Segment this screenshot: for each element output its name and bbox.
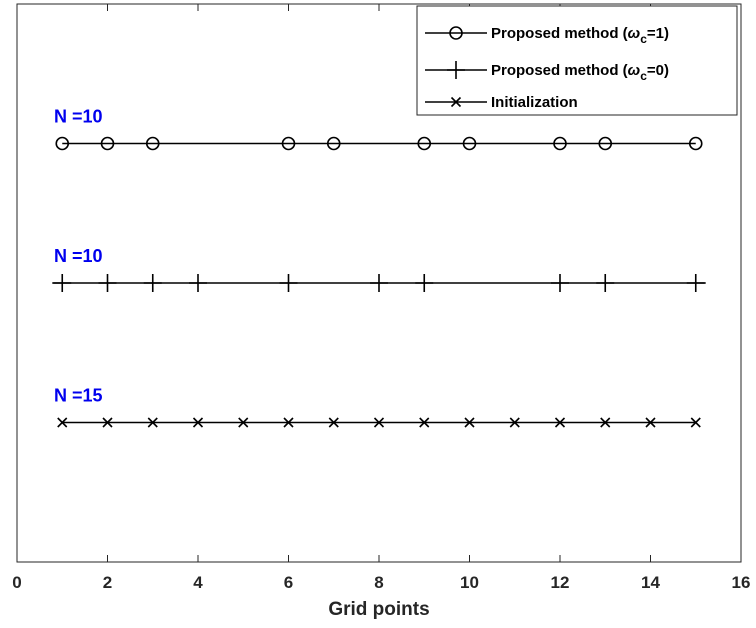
data-point — [509, 417, 520, 428]
data-point — [462, 136, 477, 151]
x-axis-label: Grid points — [328, 599, 429, 620]
data-point — [690, 417, 701, 428]
x-tick-label: 16 — [732, 573, 751, 592]
x-axis: 0 2 4 6 8 10 12 14 16 — [12, 4, 750, 592]
data-point — [145, 136, 160, 151]
data-point — [326, 136, 341, 151]
x-tick-label: 14 — [641, 573, 660, 592]
data-point — [102, 417, 113, 428]
data-point — [147, 417, 158, 428]
data-point — [373, 417, 385, 428]
legend: Proposed method (ωc=1) Proposed method (ω… — [416, 5, 738, 116]
data-point — [98, 274, 117, 292]
data-point — [328, 417, 339, 428]
legend-marker — [449, 26, 463, 40]
x-tick-label: 2 — [103, 573, 112, 592]
data-point — [279, 274, 298, 292]
data-point — [55, 136, 70, 151]
n-label: N =15 — [54, 386, 103, 406]
legend-entry-x: Initialization — [425, 94, 578, 111]
data-point — [57, 417, 68, 428]
legend-marker — [447, 61, 465, 79]
data-point — [370, 274, 388, 292]
data-point — [464, 417, 475, 428]
legend-entry-circle: Proposed method (ωc=1) — [425, 25, 669, 46]
x-tick-label: 4 — [193, 573, 203, 592]
legend-entry-plus: Proposed method (ωc=0) — [425, 61, 669, 83]
data-point — [281, 136, 296, 151]
data-point — [551, 274, 569, 292]
data-point — [189, 274, 207, 292]
data-point — [100, 136, 115, 151]
data-point — [688, 136, 703, 151]
data-point — [554, 417, 566, 428]
data-point — [192, 417, 204, 428]
x-tick-label: 8 — [374, 573, 383, 592]
x-tick-label: 6 — [284, 573, 293, 592]
legend-label: Proposed method (ωc=0) — [491, 62, 669, 83]
x-tick-label: 10 — [460, 573, 479, 592]
data-point — [143, 274, 162, 292]
data-point — [419, 417, 430, 428]
data-point — [415, 274, 434, 292]
series-x — [57, 417, 701, 428]
series-circle — [55, 136, 703, 151]
data-point — [417, 136, 432, 151]
data-point — [53, 274, 72, 292]
series-plus — [52, 274, 706, 292]
legend-marker — [450, 96, 462, 108]
data-point — [238, 417, 249, 428]
data-point — [600, 417, 611, 428]
data-point — [283, 417, 294, 428]
x-tick-label: 12 — [551, 573, 570, 592]
data-point — [596, 274, 615, 292]
legend-label: Initialization — [491, 94, 578, 111]
x-tick-label: 0 — [12, 573, 21, 592]
data-point — [598, 136, 613, 151]
series-layer — [52, 136, 706, 428]
legend-label: Proposed method (ωc=1) — [491, 25, 669, 46]
n-label: N =10 — [54, 107, 103, 127]
legend-box — [416, 5, 738, 116]
data-point — [686, 274, 705, 292]
data-point — [645, 417, 656, 428]
n-label: N =10 — [54, 246, 103, 266]
annotation-layer: N =10 N =10 N =15 — [54, 107, 103, 406]
data-point — [553, 136, 567, 151]
